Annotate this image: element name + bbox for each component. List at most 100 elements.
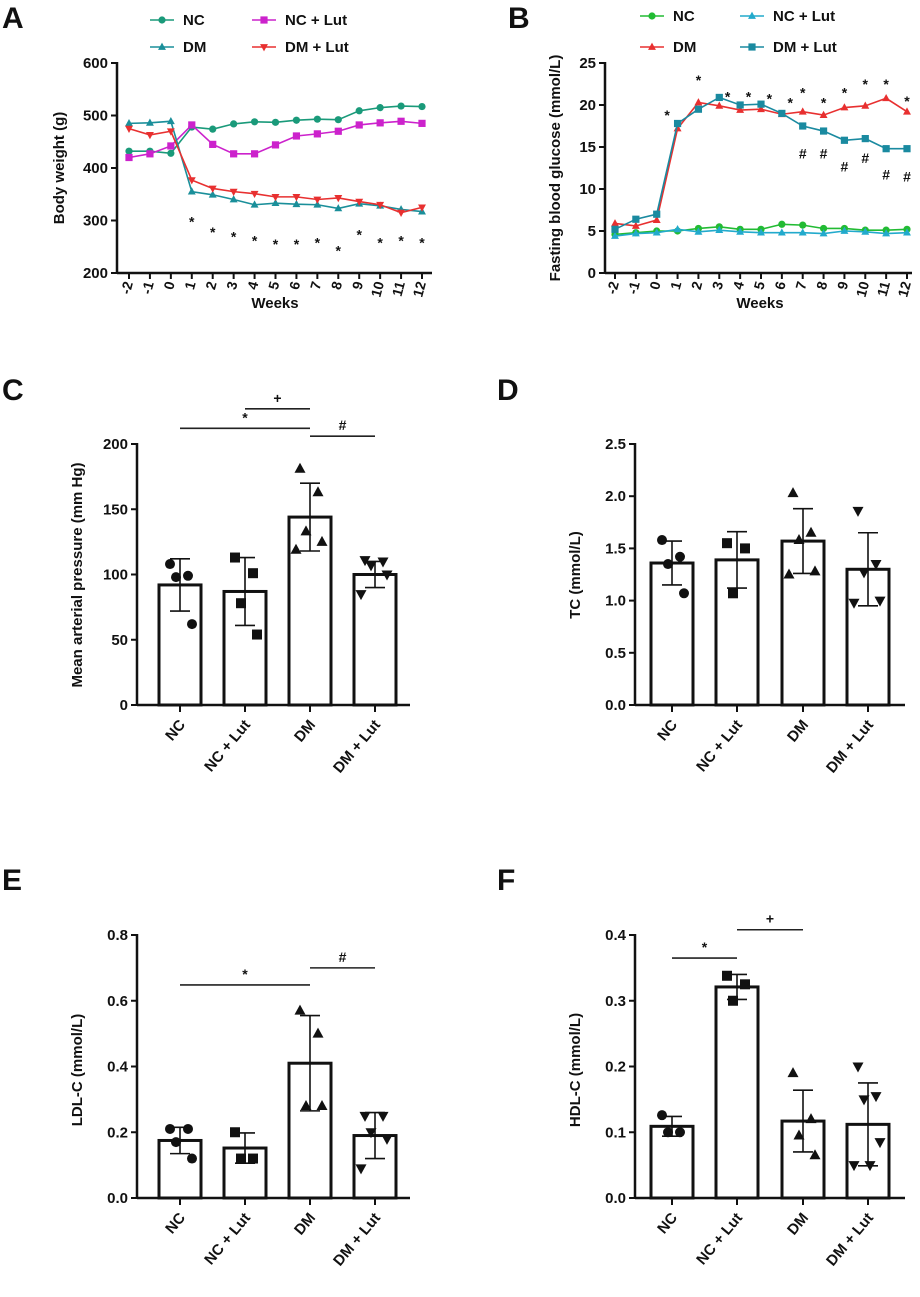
significance-mark: * (356, 227, 362, 243)
data-point (418, 119, 426, 127)
legend-marker (158, 16, 166, 24)
x-tick-label: 7 (792, 279, 810, 291)
data-point (819, 229, 828, 237)
data-point (365, 1128, 377, 1139)
data-point (229, 195, 238, 203)
significance-mark: * (189, 214, 195, 230)
legend-marker (748, 11, 756, 19)
data-point (858, 1095, 870, 1106)
data-point (397, 209, 406, 217)
significance-mark: * (664, 107, 670, 123)
panel-letter: C (2, 374, 24, 407)
data-point (248, 568, 258, 579)
significance-mark: * (242, 409, 248, 425)
panel-c: C 0 50 100 150 200 Mean arterial pressure (mm … (2, 374, 410, 776)
data-point (167, 142, 175, 150)
y-tick-label: 0.0 (605, 697, 626, 714)
data-point (675, 551, 685, 562)
data-point (316, 535, 328, 546)
bar-group-dm (780, 487, 826, 707)
y-tick-label: 0.4 (605, 927, 627, 944)
category-label: NC + Lut (693, 1210, 746, 1268)
x-tick-label: 6 (771, 279, 789, 291)
significance-mark: * (252, 232, 258, 248)
panel-e: E 0.0 0.2 0.4 0.6 0.8 LDL-C (mmol/L) NC NC + Lut… (2, 864, 410, 1269)
data-point (167, 149, 175, 157)
data-point (798, 228, 807, 236)
data-point (209, 125, 217, 133)
x-tick-label: -1 (138, 279, 157, 295)
panel-f: F 0.0 0.1 0.2 0.3 0.4 HDL-C (mmol/L) NC NC + Lut… (497, 864, 905, 1269)
y-tick-label: 0 (120, 697, 128, 714)
data-point (300, 1099, 312, 1110)
x-tick-label: 12 (409, 279, 429, 298)
x-tick-label: 9 (349, 279, 367, 291)
data-point (631, 229, 640, 237)
data-point (740, 979, 750, 990)
data-point (694, 227, 703, 235)
bar-group-nc-lut (714, 530, 760, 707)
x-tick-label: 5 (265, 279, 283, 291)
data-point (840, 136, 849, 144)
y-tick-label: 1.5 (605, 540, 626, 557)
y-tick-label: 0.1 (605, 1124, 626, 1141)
y-axis-label: Fasting blood glucose (mmol/L) (547, 55, 564, 282)
data-point (861, 227, 870, 235)
data-point (679, 588, 689, 599)
data-point (736, 105, 745, 113)
data-point (381, 570, 393, 581)
data-point (248, 1153, 258, 1164)
data-point (787, 1067, 799, 1078)
data-point (145, 132, 154, 140)
significance-mark: + (766, 911, 774, 927)
data-point (292, 199, 301, 208)
data-point (787, 487, 799, 498)
significance-mark: * (315, 235, 321, 251)
category-label: NC + Lut (201, 1210, 254, 1268)
data-point (757, 104, 765, 113)
bar-group-dm (287, 1004, 333, 1200)
y-tick-label: 300 (83, 213, 108, 230)
data-point (715, 93, 723, 102)
data-point (852, 1062, 864, 1073)
x-tick-label: -2 (117, 279, 136, 295)
significance-mark: * (904, 93, 910, 109)
data-point (171, 1137, 181, 1148)
data-point (757, 100, 765, 108)
data-point (250, 118, 259, 126)
category-label: DM + Lut (823, 1210, 877, 1270)
bar-group-nc (649, 1110, 695, 1200)
category-label: DM (784, 1210, 812, 1239)
data-point (300, 525, 312, 536)
significance-mark: * (336, 242, 342, 258)
data-point (657, 1110, 667, 1121)
data-point (874, 596, 886, 607)
significance-mark: # (339, 949, 347, 965)
y-tick-label: 600 (83, 55, 108, 72)
panel-letter: F (497, 864, 515, 897)
data-point (229, 188, 238, 196)
data-point (611, 219, 619, 227)
series-dm-lut (125, 125, 426, 217)
data-point (252, 629, 262, 640)
data-point (271, 141, 280, 149)
bar-group-dm-lut (352, 1111, 398, 1200)
panel-letter: B (508, 2, 530, 35)
data-point (294, 462, 306, 473)
data-point (355, 198, 364, 206)
y-tick-label: 5 (588, 223, 596, 240)
data-point (125, 147, 133, 155)
data-point (230, 1127, 240, 1138)
bar-group-dm-lut (845, 1062, 891, 1200)
data-point (870, 1092, 882, 1103)
data-point (397, 102, 405, 110)
category-label: DM + Lut (330, 717, 384, 777)
y-tick-label: 15 (579, 139, 596, 156)
data-point (365, 561, 377, 572)
x-axis-label: Weeks (736, 295, 783, 312)
data-point (376, 201, 385, 210)
category-label: DM + Lut (330, 1210, 384, 1270)
data-point (312, 486, 324, 497)
panel-letter: E (2, 864, 22, 897)
x-tick-label: 7 (307, 279, 325, 291)
